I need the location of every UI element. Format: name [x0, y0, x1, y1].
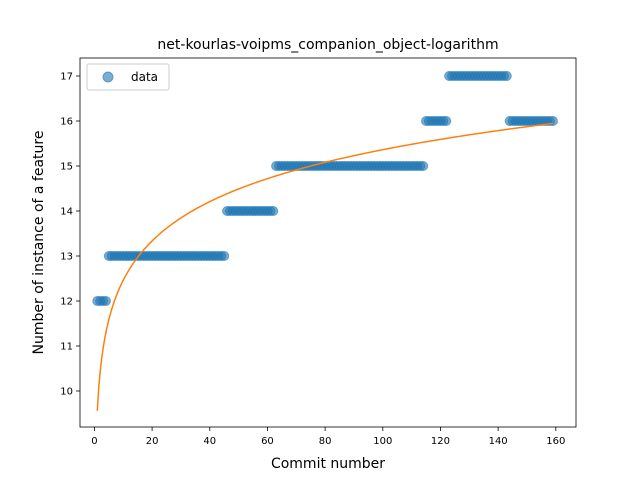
x-tick-label: 80	[319, 436, 332, 447]
y-tick-label: 12	[60, 297, 73, 308]
data-point	[418, 161, 429, 171]
y-tick-label: 14	[60, 207, 73, 218]
x-axis: 0 20 40 60 80 100 120 140 160	[91, 427, 565, 447]
scatter-points	[92, 71, 558, 306]
y-tick-label: 15	[60, 162, 73, 173]
y-tick-label: 16	[60, 117, 73, 128]
y-tick-label: 11	[60, 342, 73, 353]
legend-marker	[102, 71, 114, 83]
x-tick-label: 140	[489, 436, 508, 447]
x-axis-label: Commit number	[271, 456, 385, 472]
y-tick-label: 17	[60, 72, 73, 83]
x-tick-label: 100	[373, 436, 392, 447]
x-tick-label: 20	[146, 436, 159, 447]
y-tick-label: 13	[60, 252, 73, 263]
legend-label: data	[131, 70, 158, 84]
x-tick-label: 120	[431, 436, 450, 447]
x-tick-label: 60	[261, 436, 274, 447]
y-axis: 10 11 12 13 14 15 16 17	[60, 72, 80, 398]
data-point	[268, 206, 279, 216]
legend: data	[86, 63, 170, 91]
x-tick-label: 160	[546, 436, 565, 447]
plot-area	[80, 58, 576, 427]
data-point	[219, 251, 230, 261]
chart-title: net-kourlas-voipms_companion_object-loga…	[157, 37, 498, 53]
y-axis-label: Number of instance of a feature	[31, 131, 47, 355]
x-tick-label: 40	[203, 436, 216, 447]
data-point	[441, 116, 452, 126]
fit-line	[96, 122, 554, 411]
plot-frame	[79, 57, 577, 428]
y-tick-label: 10	[60, 387, 73, 398]
data-point	[501, 71, 512, 81]
data-point	[100, 296, 111, 306]
legend-box	[86, 63, 170, 91]
x-tick-label: 0	[91, 436, 97, 447]
